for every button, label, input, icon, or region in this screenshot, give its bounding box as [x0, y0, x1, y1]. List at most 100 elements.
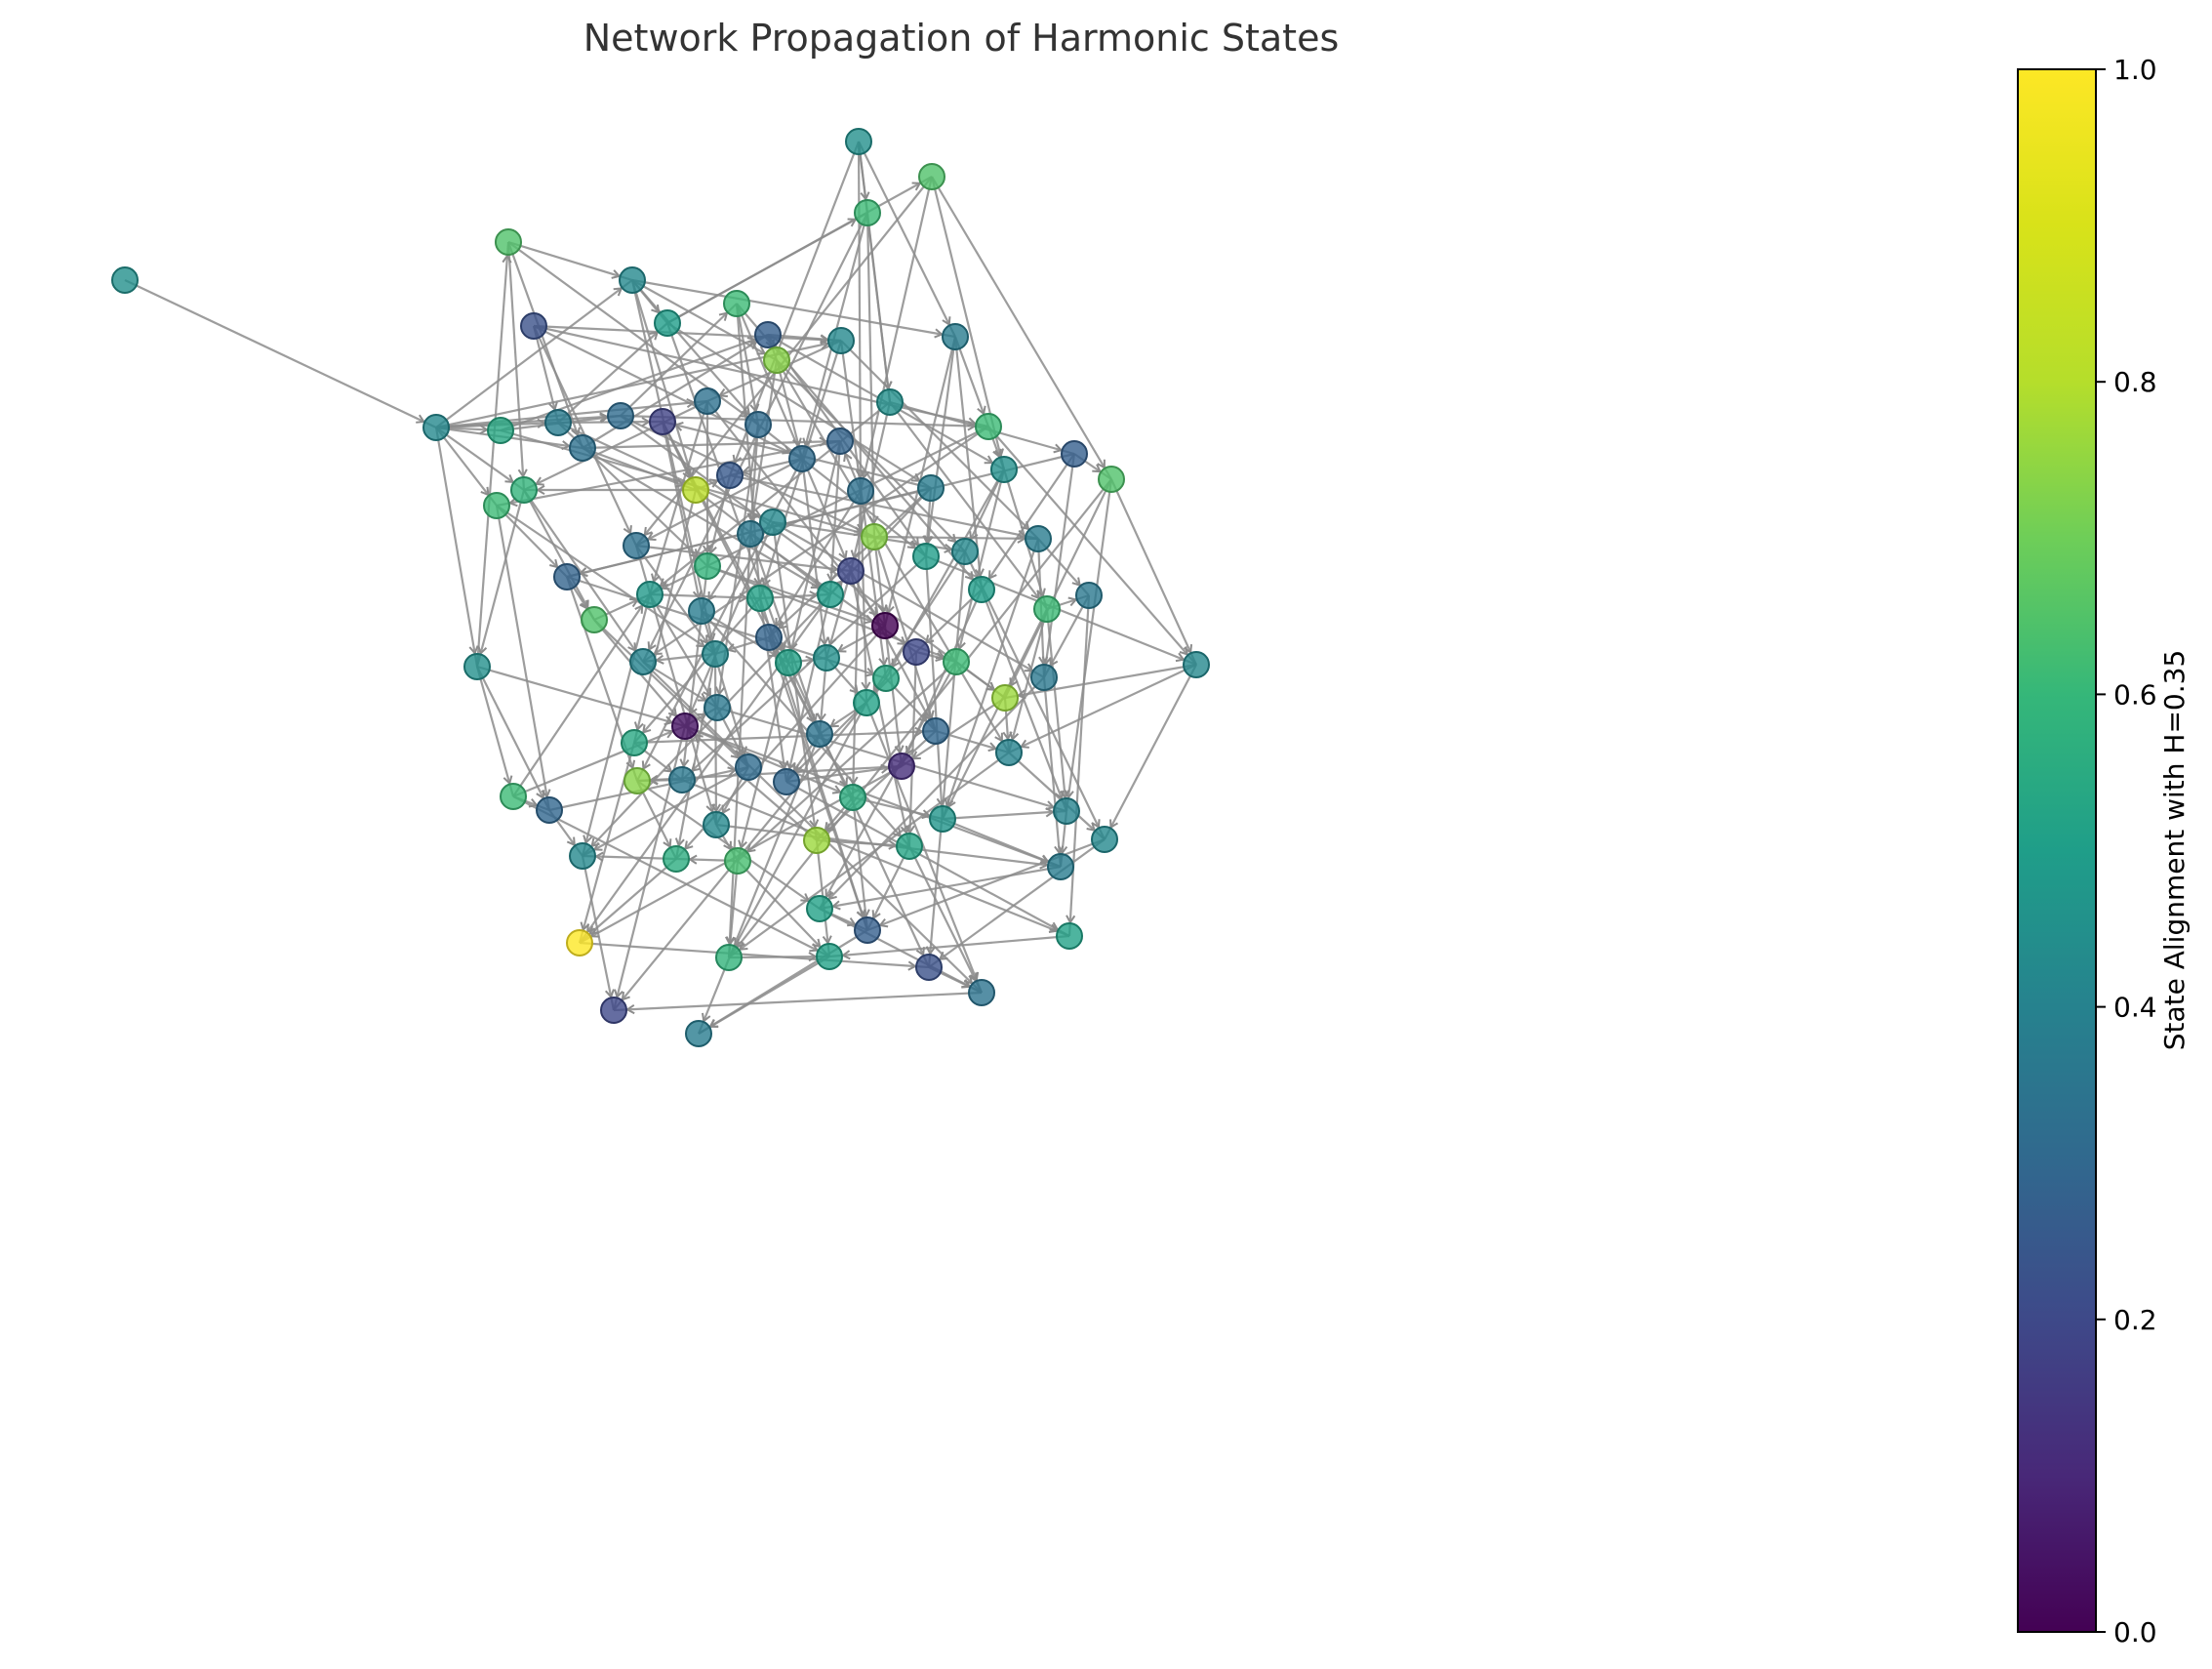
edge-arrowhead — [625, 759, 636, 769]
network-node — [702, 640, 729, 668]
edge-arrowhead — [819, 436, 827, 447]
edge-arrowhead — [911, 182, 921, 191]
edge-arrowhead — [987, 742, 997, 753]
network-node — [694, 387, 721, 415]
network-node — [847, 477, 874, 505]
edge-arrowhead — [1038, 656, 1049, 665]
network-edge — [748, 533, 822, 735]
edge-arrowhead — [831, 785, 841, 794]
network-edge — [819, 908, 983, 994]
network-edge — [728, 752, 1010, 958]
edge-arrowhead — [579, 600, 588, 610]
network-node — [716, 462, 744, 489]
network-node — [951, 538, 979, 565]
edge-arrowhead — [992, 448, 1002, 458]
edge-arrowhead — [595, 851, 604, 862]
network-node — [483, 492, 510, 519]
network-node — [422, 414, 450, 441]
network-edge — [942, 817, 1062, 869]
network-node — [803, 827, 830, 854]
network-node — [663, 845, 690, 873]
edge-arrowhead — [1030, 590, 1040, 599]
network-node — [735, 753, 762, 781]
network-edge — [828, 440, 842, 595]
network-node — [1053, 797, 1080, 825]
network-edge — [630, 279, 698, 491]
edge-arrowhead — [808, 712, 819, 722]
edge-arrowhead — [907, 960, 916, 971]
edge-arrowhead — [480, 486, 490, 496]
network-edge — [883, 625, 904, 767]
network-node — [876, 388, 904, 416]
edge-arrowhead — [925, 946, 936, 955]
edge-arrowhead — [697, 692, 706, 702]
network-node — [704, 694, 731, 721]
colorbar-gradient — [2017, 68, 2097, 1633]
network-edge — [851, 490, 863, 798]
network-node — [763, 346, 790, 374]
network-edge — [666, 176, 933, 324]
edge-arrowhead — [588, 925, 598, 935]
network-edge — [987, 426, 1197, 666]
network-edge — [941, 538, 1040, 820]
network-edge — [1067, 594, 1091, 937]
network-edge — [681, 778, 1070, 938]
colorbar-tick-label: 0.8 — [2113, 366, 2157, 398]
network-edge — [1008, 752, 1106, 840]
edge-arrowhead — [1059, 790, 1070, 798]
edge-arrowhead — [663, 763, 672, 773]
network-edge — [523, 489, 644, 663]
network-node — [636, 581, 664, 608]
network-node — [1075, 582, 1103, 609]
network-node — [1047, 853, 1074, 880]
network-edge — [772, 521, 1045, 678]
network-edge — [613, 991, 983, 1012]
network-node — [903, 638, 930, 666]
network-edge — [857, 141, 863, 492]
network-node — [854, 916, 881, 944]
edge-arrowhead — [878, 657, 889, 666]
network-edge — [642, 661, 983, 994]
network-edge — [523, 400, 708, 491]
edge-arrowhead — [614, 989, 623, 998]
network-node — [817, 581, 844, 608]
edge-arrowhead — [502, 255, 512, 264]
edge-arrowhead — [611, 269, 621, 279]
network-node — [694, 552, 721, 580]
edge-arrowhead — [477, 645, 488, 655]
network-edge — [533, 324, 989, 428]
edge-arrowhead — [969, 971, 980, 981]
network-node — [929, 805, 956, 833]
network-edge — [582, 334, 769, 449]
network-edge — [819, 676, 1045, 910]
edge-arrowhead — [843, 453, 853, 463]
network-node — [754, 321, 782, 348]
network-edge — [500, 333, 769, 432]
network-edge — [942, 608, 1048, 820]
network-node — [915, 954, 943, 981]
network-edge — [776, 359, 1010, 753]
network-edge — [512, 795, 830, 957]
network-node — [724, 847, 751, 875]
network-edge — [819, 661, 957, 910]
edge-arrowhead — [964, 571, 974, 581]
edge-arrowhead — [634, 604, 644, 614]
network-edge — [475, 241, 510, 668]
edge-arrowhead — [894, 745, 905, 753]
network-edge — [523, 489, 595, 621]
edge-arrowhead — [621, 991, 630, 1001]
edge-arrowhead — [718, 311, 728, 321]
network-edge — [435, 399, 708, 429]
network-node — [607, 402, 634, 429]
network-edge — [635, 458, 803, 547]
network-edge — [1004, 478, 1112, 699]
edge-arrowhead — [647, 641, 657, 651]
edge-arrowhead — [825, 823, 835, 833]
edge-arrowhead — [1097, 459, 1106, 468]
edge-arrowhead — [504, 474, 514, 483]
network-node — [968, 979, 995, 1006]
network-node — [1025, 525, 1052, 552]
network-node — [671, 712, 699, 740]
edge-arrowhead — [674, 422, 684, 431]
